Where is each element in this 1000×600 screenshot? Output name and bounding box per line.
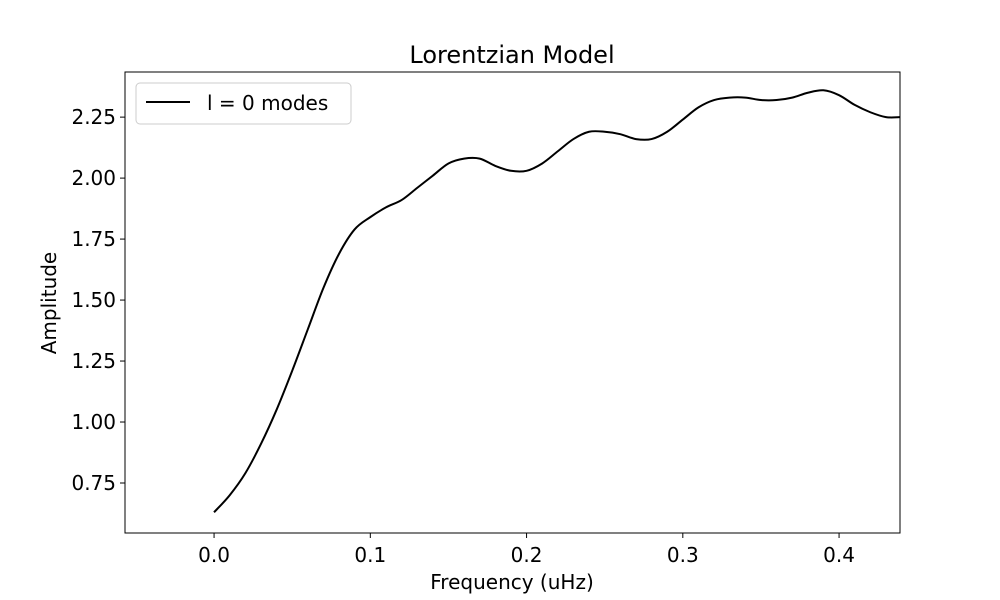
legend-entry-label: l = 0 modes (207, 91, 328, 115)
x-axis-ticks: 0.0 0.1 0.2 0.3 0.4 (198, 533, 855, 567)
series-line-0 (213, 89, 900, 513)
x-tick-label: 0.1 (354, 543, 386, 567)
series-layer (213, 89, 900, 513)
chart-title: Lorentzian Model (409, 41, 614, 69)
y-tick-label: 1.25 (71, 349, 116, 373)
y-tick-label: 0.75 (71, 471, 116, 495)
y-tick-label: 2.25 (71, 105, 116, 129)
y-axis-label: Amplitude (37, 252, 61, 355)
x-tick-label: 0.4 (823, 543, 855, 567)
legend-box (135, 82, 352, 125)
x-tick-label: 0.3 (667, 543, 699, 567)
x-tick-label: 0.2 (511, 543, 543, 567)
y-tick-label: 2.00 (71, 166, 116, 190)
axes-frame (124, 71, 901, 534)
y-tick-label: 1.50 (71, 288, 116, 312)
y-tick-label: 1.00 (71, 410, 116, 434)
y-axis-ticks: 0.75 1.00 1.25 1.50 1.75 2.00 2.25 (71, 105, 125, 495)
x-axis-label: Frequency (uHz) (430, 570, 594, 594)
y-tick-label: 1.75 (71, 227, 116, 251)
plot-area (124, 71, 901, 534)
legend: l = 0 modes (135, 82, 352, 125)
x-tick-label: 0.0 (198, 543, 230, 567)
